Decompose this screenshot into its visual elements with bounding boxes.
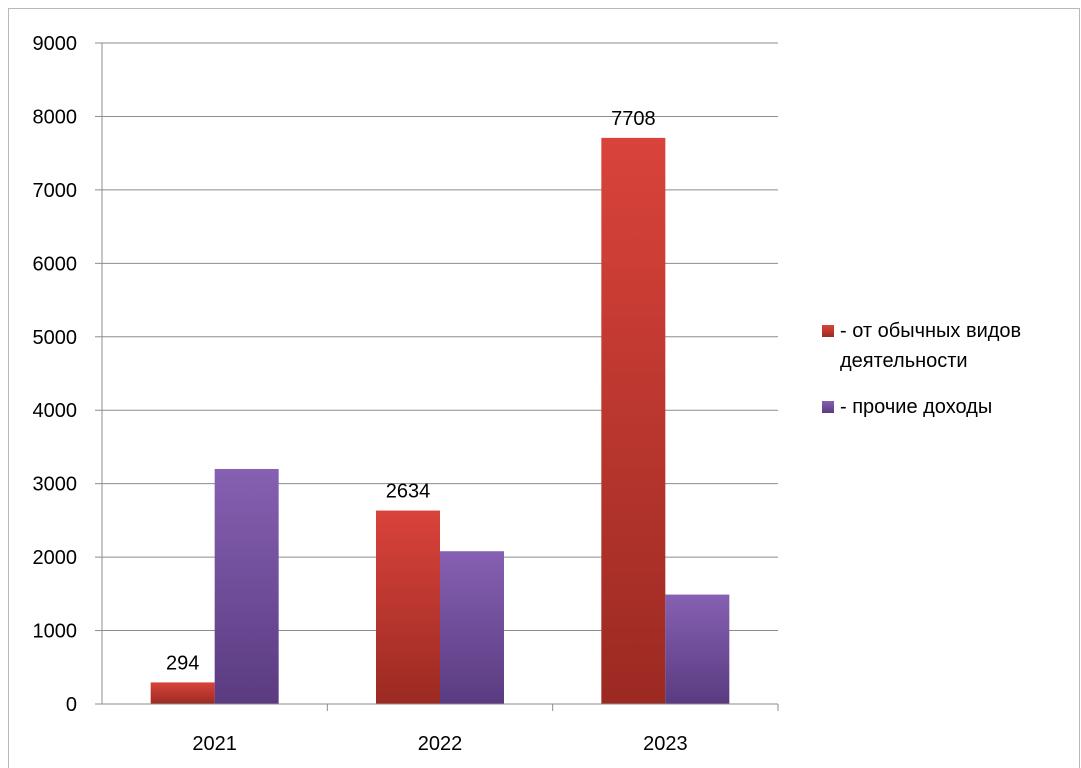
bar-ordinary-activities-2021 [150,682,215,704]
legend-label: - от обычных видов деятельности [840,320,1022,372]
data-label: 7708 [611,108,656,130]
bar-other-income-2023 [665,594,730,704]
y-axis: 0 1000 2000 3000 4000 5000 6000 7000 8000 9000 [33,33,103,716]
y-tick-label: 5000 [33,327,78,349]
legend-label: - прочие доходы [840,396,993,418]
y-tick-label: 4000 [33,400,78,422]
legend-item-other-income: - прочие доходы [822,392,1072,422]
y-tick-label: 2000 [33,547,78,569]
x-axis: 2021 2022 2023 [102,703,779,755]
legend: - от обычных видов деятельности - прочие… [822,316,1072,422]
data-label: 2634 [386,481,431,503]
y-tick-label: 0 [66,694,77,716]
bar-other-income-2022 [440,551,504,704]
y-tick-label: 6000 [33,253,78,275]
y-tick-label: 9000 [33,33,78,55]
y-tick-label: 7000 [33,180,78,202]
bar-ordinary-activities-2023 [601,137,666,704]
data-label: 294 [166,652,199,674]
data-labels: 294 2634 7708 [166,108,656,675]
x-tick-label: 2021 [192,733,237,755]
legend-swatch-purple [822,401,834,413]
bars [150,137,730,704]
chart-frame [8,8,1080,768]
y-tick-label: 8000 [33,106,78,128]
bar-ordinary-activities-2022 [376,510,440,704]
bar-other-income-2021 [214,468,279,704]
y-tick-label: 3000 [33,474,78,496]
legend-swatch-red [822,325,834,337]
x-tick-label: 2022 [418,733,463,755]
y-tick-label: 1000 [33,621,78,643]
x-tick-label: 2023 [643,733,688,755]
legend-item-ordinary-activities: - от обычных видов деятельности [822,316,1072,376]
